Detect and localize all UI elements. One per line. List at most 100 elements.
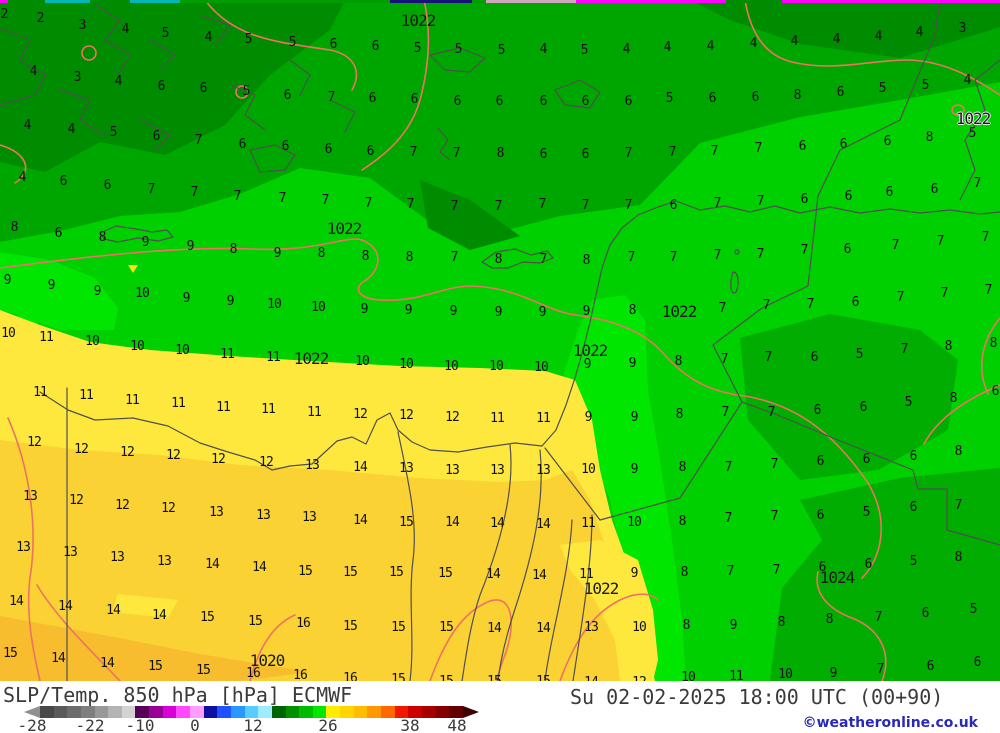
temp-labels: 2 2 3 4 5 4 5 5 6 6 5 5 5 4 5 4 4 4 4 4 4 4 4 3 4 3 4 6 6 5 6 7 6 6 6 6 6 6 6 5… — [1, 8, 1000, 681]
region-bright-levant — [555, 295, 686, 681]
colorbar-cell — [285, 706, 300, 718]
region-middark-jordan — [740, 314, 958, 480]
colorbar-tick-label: 48 — [447, 716, 467, 733]
pressure-label: 1022 — [661, 302, 698, 322]
temp-value-label: 6 — [839, 136, 848, 152]
temp-value-label: 10 — [632, 619, 647, 635]
temp-value-label: 7 — [940, 285, 949, 301]
temp-value-label: 9 — [628, 355, 637, 371]
temp-value-label: 7 — [764, 349, 773, 365]
temp-value-label: 7 — [896, 289, 905, 305]
temp-value-label: 9 — [630, 409, 639, 425]
colorbar-cell — [408, 706, 422, 718]
colorbar-cells — [40, 706, 463, 718]
temp-value-label: 5 — [969, 601, 978, 617]
region-lemon-patch-east — [560, 540, 658, 681]
temp-value-label: 7 — [450, 249, 459, 265]
temp-value-label: 9 — [829, 665, 838, 681]
temp-value-label: 12 — [399, 407, 414, 423]
coastline-gulf-aqaba-east — [572, 514, 593, 681]
temp-value-label: 13 — [302, 509, 317, 525]
temp-value-label: 13 — [110, 549, 125, 565]
temp-value-label: 12 — [259, 454, 274, 470]
temp-value-label: 7 — [327, 89, 336, 105]
temp-value-label: 15 — [391, 619, 406, 635]
isobar-line — [923, 384, 1000, 445]
temp-value-label: 6 — [59, 173, 68, 189]
colorbar-tick-label: -28 — [17, 716, 47, 733]
edge-color-segment — [726, 0, 782, 3]
colorbar-arrow-left-icon — [24, 706, 40, 718]
colorbar-cell — [367, 706, 382, 718]
temp-value-label: 14 — [487, 620, 502, 636]
temp-value-label: 6 — [813, 402, 822, 418]
temp-value-label: 6 — [539, 93, 548, 109]
temp-value-label: 5 — [454, 41, 463, 57]
edge-color-segment — [486, 0, 576, 3]
temp-value-label: 10 — [627, 514, 642, 530]
coastline-aegean — [149, 39, 176, 71]
temp-value-label: 11 — [581, 515, 596, 531]
temp-value-label: 6 — [844, 188, 853, 204]
border-egypt-israel — [544, 447, 601, 521]
coastline-aegean — [329, 99, 356, 133]
temp-value-label: 9 — [226, 293, 235, 309]
temp-value-label: 6 — [581, 93, 590, 109]
temp-value-label: 7 — [767, 404, 776, 420]
temp-value-label: 6 — [859, 399, 868, 415]
temp-value-label: 7 — [876, 661, 885, 677]
temp-value-label: 13 — [305, 457, 320, 473]
temp-value-label: 7 — [452, 145, 461, 161]
temp-value-label: 4 — [706, 38, 715, 54]
isobar-ring — [951, 104, 965, 116]
temp-value-label: 8 — [675, 406, 684, 422]
temp-value-label: 4 — [121, 21, 130, 37]
temp-value-label: 11 — [79, 387, 94, 403]
temp-value-label: 7 — [190, 184, 199, 200]
colorbar-cell — [80, 706, 95, 718]
isobar-line — [36, 584, 121, 681]
isobar-ring — [81, 45, 97, 61]
temp-value-label: 15 — [536, 675, 551, 681]
temp-value-label: 11 — [729, 668, 744, 681]
coastline-aegean — [0, 27, 46, 106]
temp-value-label: 12 — [632, 676, 647, 681]
temp-value-label: 11 — [171, 395, 186, 411]
temp-value-label: 7 — [406, 196, 415, 212]
edge-color-segment — [0, 0, 8, 3]
region-dark-taurus — [420, 180, 520, 250]
temp-value-label: 5 — [497, 42, 506, 58]
temp-value-label: 7 — [770, 508, 779, 524]
temp-value-label: 10 — [135, 285, 150, 301]
colorbar-ticks: -28 -22 -10 0 12 26 38 48 — [0, 716, 500, 733]
temp-value-label: 10 — [355, 353, 370, 369]
temp-value-label: 5 — [909, 553, 918, 569]
temp-value-label: 7 — [627, 249, 636, 265]
temp-value-label: 10 — [1, 325, 16, 341]
colorbar-cell — [217, 706, 231, 718]
coastline-aegean — [437, 127, 451, 161]
colorbar-cell — [203, 706, 218, 718]
copyright-link[interactable]: ©weatheronline.co.uk — [802, 715, 978, 731]
temp-value-label: 13 — [399, 460, 414, 476]
temp-value-label: 9 — [729, 617, 738, 633]
temp-value-label: 14 — [9, 593, 24, 609]
temp-value-label: 3 — [958, 20, 967, 36]
river-nile — [397, 431, 415, 681]
temp-value-label: 16 — [343, 670, 358, 681]
temp-value-label: 7 — [668, 144, 677, 160]
temp-value-label: 14 — [353, 512, 368, 528]
lake-galilee — [734, 249, 740, 255]
pressure-label: 1022 — [583, 579, 620, 599]
lake-dead-sea — [730, 271, 739, 294]
temp-value-label: 10 — [311, 299, 326, 315]
temp-value-label: 7 — [494, 198, 503, 214]
temp-value-label: 15 — [343, 564, 358, 580]
temp-value-label: 9 — [273, 245, 282, 261]
colorbar-tick-label: 0 — [190, 716, 200, 733]
temp-value-label: 3 — [78, 17, 87, 33]
temp-value-label: 8 — [405, 249, 414, 265]
isobar-line — [559, 593, 659, 681]
temp-value-label: 14 — [584, 676, 599, 681]
